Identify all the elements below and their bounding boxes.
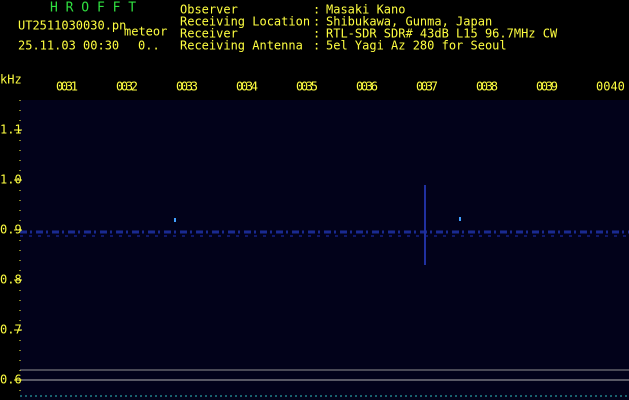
freq-label: 0.9 — [0, 223, 22, 237]
freq-label: 1.1 — [0, 123, 22, 137]
freq-label: 1.0 — [0, 173, 22, 187]
status: 0.. — [138, 39, 160, 53]
field-value: Shibukawa, Gunma, Japan — [326, 15, 492, 29]
field-label: Receiver — [180, 27, 238, 41]
mode: meteor — [124, 25, 167, 39]
time-label: 0033 — [176, 80, 198, 94]
field-sep: : — [313, 15, 320, 29]
field-label: Receiving Location — [180, 15, 310, 29]
field-value: 5el Yagi Az 280 for Seoul — [326, 39, 507, 53]
noise-band — [20, 185, 629, 265]
app-title: H R O F F T — [50, 1, 136, 16]
field-value: Masaki Kano — [326, 3, 405, 17]
field-sep: : — [313, 3, 320, 17]
freq-label: 0.6 — [0, 373, 22, 387]
file-name: UT2511030030.pn — [18, 19, 126, 33]
spectrogram — [20, 100, 629, 400]
field-label: Observer — [180, 3, 238, 17]
time-label: 0034 — [236, 80, 258, 94]
time-label: 0039 — [536, 80, 558, 94]
field-value: RTL-SDR SDR# 43dB L15 96.7MHz CW — [326, 27, 558, 41]
time-label: 0038 — [476, 80, 498, 94]
freq-label: 0.8 — [0, 273, 22, 287]
time-label: 0032 — [116, 80, 138, 94]
time-label: 0031 — [56, 80, 78, 94]
freq-label: 0.7 — [0, 323, 22, 337]
time-label: 0037 — [416, 80, 438, 94]
time-label: 0035 — [296, 80, 318, 94]
field-label: Receiving Antenna — [180, 39, 303, 53]
datetime: 25.11.03 00:30 — [18, 39, 119, 53]
time-label: 0036 — [356, 80, 378, 94]
field-sep: : — [313, 27, 320, 41]
unit-label: kHz — [0, 73, 22, 87]
time-label: 0040 — [596, 80, 625, 94]
field-sep: : — [313, 39, 320, 53]
